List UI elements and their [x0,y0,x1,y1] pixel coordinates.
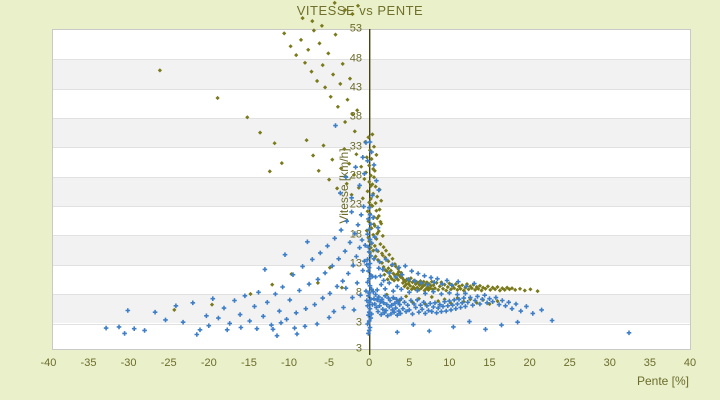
x-axis-tick-label: -35 [80,357,97,369]
y-axis-tick-label: 8 [355,286,362,299]
grid-band [53,147,690,177]
y-axis-tick-label: 38 [349,110,362,123]
y-axis-tick-label: 53 [349,22,362,35]
y-axis-tick-label: 3 [355,316,362,329]
grid-band [53,88,690,119]
y-axis-tick-label: 48 [349,52,362,65]
x-axis-tick-label: -40 [40,357,57,369]
grid-band [53,30,690,60]
x-axis-tick-label: 15 [483,357,496,369]
chart-title: VITESSE vs PENTE [296,3,424,18]
grid-band [53,206,690,236]
grid-band [53,323,690,349]
grid-band [53,176,690,207]
x-axis-tick-label: -10 [281,357,297,369]
x-axis-tick-label: 35 [643,357,657,369]
y-axis-min-label: 3 [355,342,362,355]
x-axis-tick-label: -30 [120,357,137,369]
x-axis-tick-label: -25 [160,357,177,369]
y-axis-tick-label: 13 [349,257,362,270]
y-axis-title: Vitesse [km/h] [337,148,351,224]
plot-area [52,29,691,350]
grid-band [53,264,690,295]
x-axis-tick-label: 40 [683,357,697,369]
x-axis-tick-label: 10 [443,357,456,369]
y-axis-tick-label: 18 [349,228,362,241]
y-axis-tick-label: 43 [349,81,362,94]
grid-band [53,118,690,148]
x-axis-tick-label: 25 [563,357,576,369]
y-axis-tick-label: 33 [349,140,362,153]
x-axis-tick-label: 30 [603,357,616,369]
grid-band [53,59,690,89]
x-axis-tick-label: 5 [406,357,413,369]
grid-band [53,294,690,324]
x-axis-title: Pente [%] [636,374,689,388]
x-axis-tick-label: -20 [200,357,217,369]
grid-band [53,235,690,265]
y-axis-tick-label: 28 [349,169,362,182]
x-axis-tick-label: 20 [523,357,536,369]
x-axis-tick-label: -5 [324,357,334,369]
x-axis-tick-label: 0 [366,357,373,369]
x-axis-tick-label: -15 [240,357,257,369]
y-axis-tick-label: 23 [349,198,362,211]
